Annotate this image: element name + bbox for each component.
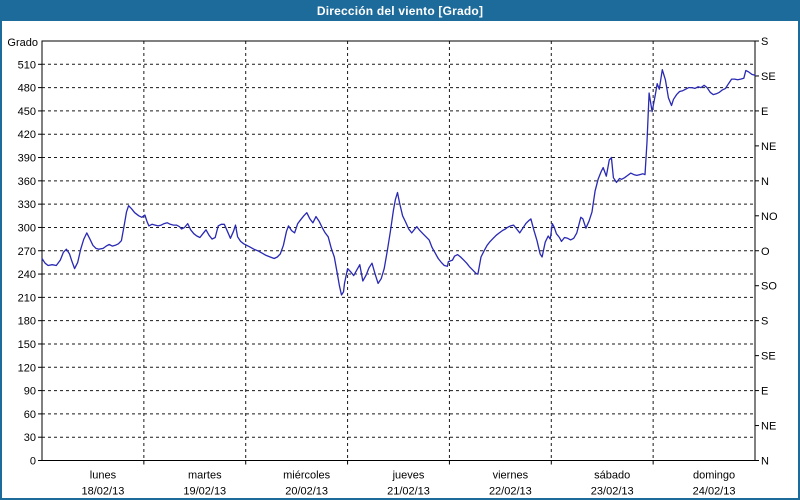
y-tick-label-right: O [761, 246, 770, 258]
window-title-bar: Dirección del viento [Grado] [2, 2, 798, 21]
day-label: miércoles [283, 470, 331, 482]
wind-direction-chart: 0 30 60 90 120 150 180 210 240 270 300 330 360 390 420… [7, 36, 778, 498]
y-axis-title: Grado [7, 37, 38, 49]
y-tick-label-right: SO [761, 281, 777, 293]
day-label: lunes [90, 470, 117, 482]
date-label: 22/02/13 [489, 486, 532, 498]
day-label: domingo [693, 470, 735, 482]
y-tick-label-left: 420 [18, 129, 36, 141]
date-label: 23/02/13 [591, 486, 634, 498]
y-tick-label-left: 240 [18, 269, 36, 281]
y-tick-label-right: N [761, 456, 769, 468]
date-label: 24/02/13 [693, 486, 736, 498]
y-tick-label-left: 120 [18, 362, 36, 374]
y-tick-label-left: 270 [18, 246, 36, 258]
y-tick-label-left: 330 [18, 199, 36, 211]
y-tick-label-right: S [761, 36, 768, 48]
y-tick-label-right: NE [761, 421, 776, 433]
y-tick-label-left: 0 [30, 456, 36, 468]
chart-area: 0 30 60 90 120 150 180 210 240 270 300 330 360 390 420… [2, 21, 798, 498]
y-tick-label-right: NO [761, 211, 778, 223]
date-label: 21/02/13 [387, 486, 430, 498]
y-tick-label-left: 90 [24, 386, 36, 398]
day-label: jueves [392, 470, 425, 482]
wind-direction-series-line [41, 69, 756, 296]
y-tick-label-right: SE [761, 351, 776, 363]
day-label: viernes [493, 470, 529, 482]
y-tick-label-left: 30 [24, 432, 36, 444]
y-tick-label-left: 390 [18, 153, 36, 165]
day-label: sábado [594, 470, 630, 482]
y-tick-label-left: 300 [18, 222, 36, 234]
y-tick-label-right: E [761, 386, 768, 398]
y-tick-label-left: 150 [18, 339, 36, 351]
date-label: 19/02/13 [183, 486, 226, 498]
day-label: martes [188, 470, 222, 482]
y-tick-label-right: SE [761, 71, 776, 83]
y-tick-label-left: 480 [18, 83, 36, 95]
y-tick-label-right: S [761, 316, 768, 328]
y-tick-label-left: 210 [18, 292, 36, 304]
y-tick-label-left: 360 [18, 176, 36, 188]
window-title: Dirección del viento [Grado] [316, 4, 484, 18]
date-label: 20/02/13 [285, 486, 328, 498]
date-label: 18/02/13 [82, 486, 125, 498]
y-tick-label-left: 510 [18, 59, 36, 71]
y-tick-label-left: 450 [18, 106, 36, 118]
y-tick-label-right: E [761, 106, 768, 118]
y-tick-label-left: 60 [24, 409, 36, 421]
y-tick-label-left: 180 [18, 316, 36, 328]
y-tick-label-right: NE [761, 141, 776, 153]
y-tick-label-right: N [761, 176, 769, 188]
